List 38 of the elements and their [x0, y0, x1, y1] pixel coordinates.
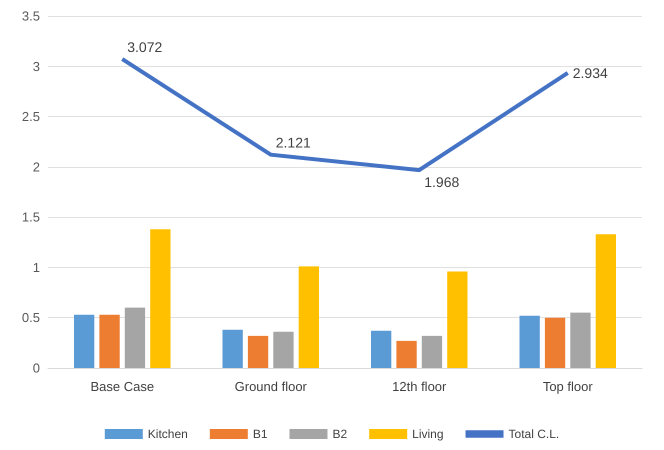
bar [570, 312, 591, 368]
bar [596, 234, 616, 368]
x-tick-label: 12th floor [392, 379, 448, 394]
y-tick-label: 1 [32, 260, 40, 275]
legend-label: Living [412, 427, 444, 441]
bar [544, 318, 566, 368]
y-tick-label: 3 [32, 58, 40, 74]
bar [447, 271, 468, 368]
bar [74, 314, 94, 368]
x-tick-label: Ground floor [234, 379, 308, 394]
y-tick-label: 2 [32, 159, 40, 174]
legend-label: B2 [332, 427, 348, 441]
x-tick-label: Base Case [90, 379, 154, 394]
bar [124, 308, 146, 368]
bar [298, 266, 320, 368]
legend-label: Total C.L. [508, 427, 560, 441]
bar [99, 314, 120, 368]
line-series [120, 57, 570, 172]
y-tick-label: 3.5 [22, 8, 40, 24]
bar [422, 336, 442, 368]
y-tick-label: 2.5 [22, 109, 40, 124]
data-label: 3.072 [127, 39, 162, 56]
legend-label: Kitchen [148, 427, 188, 441]
y-tick-label: 0 [32, 360, 40, 376]
bar [150, 229, 171, 368]
data-label: 2.121 [276, 134, 311, 151]
bar [370, 330, 392, 368]
bar [519, 316, 540, 368]
data-label: 2.934 [572, 64, 608, 81]
bar [248, 336, 268, 368]
legend-label: B1 [252, 427, 268, 441]
bar [396, 340, 417, 368]
bar [222, 330, 243, 368]
bar [273, 332, 294, 368]
y-tick-label: 0.5 [22, 310, 40, 326]
data-label: 1.968 [424, 174, 460, 190]
x-tick-label: Top floor [542, 379, 594, 394]
y-tick-label: 1.5 [22, 210, 40, 225]
